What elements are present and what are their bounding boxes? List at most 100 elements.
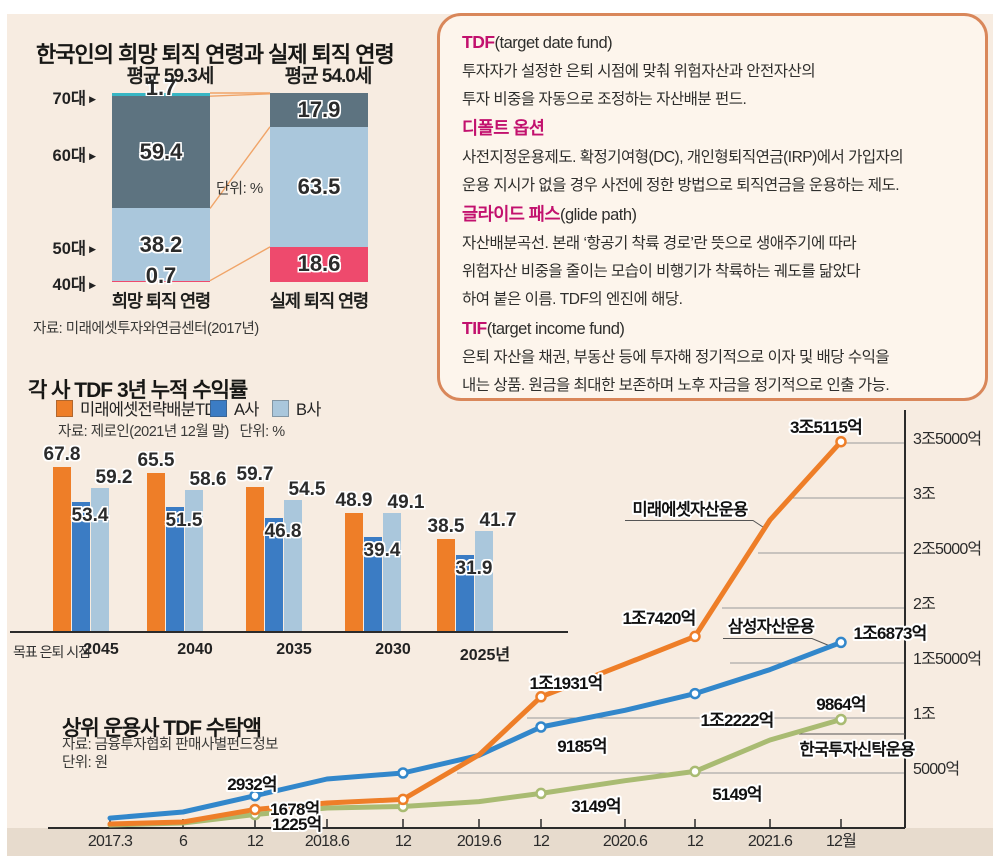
segment-value-label: 17.9 [297, 96, 341, 122]
glossary-entry-term: 디폴트 옵션 [462, 114, 965, 144]
returns-bar [246, 486, 264, 633]
age-axis-label: 70대 ▶ [52, 89, 96, 108]
glossary-entry-term: 글라이드 패스(glide path) [462, 200, 965, 230]
returns-bar [364, 536, 382, 633]
age-axis-arrow-icon: ▶ [89, 151, 96, 162]
returns-bar [383, 512, 401, 633]
legend-swatch-blue [210, 399, 227, 417]
returns-value-label: 31.9 [455, 557, 493, 579]
glossary-box: TDF(target date fund) 투자자가 설정한 은퇴 시점에 맞춰 … [437, 13, 988, 401]
age-axis-label: 60대 ▶ [52, 147, 96, 166]
stacked-bar-segment [112, 280, 210, 282]
glossary-definition-line: 운용 지시가 없을 경우 사전에 정한 방법으로 퇴직연금을 운용하는 제도. [462, 177, 900, 194]
returns-bar [72, 502, 90, 633]
returns-value-label: 41.7 [479, 509, 517, 531]
actual-average-label: 평균 54.0세 [284, 66, 373, 87]
glossary-definition-line: 사전지정운용제도. 확정기여형(DC), 개인형퇴직연금(IRP)에서 가입자의 [462, 149, 904, 166]
returns-x-caption: 목표 은퇴 시점 [13, 644, 91, 660]
returns-bar [166, 506, 184, 633]
returns-bar [91, 488, 109, 633]
glossary-term: 디폴트 옵션 [462, 118, 545, 138]
returns-category-label: 2025년 [459, 647, 511, 664]
returns-value-label: 59.2 [95, 467, 133, 489]
returns-value-label: 51.5 [165, 509, 203, 531]
retirement-chart-title: 한국인의 희망 퇴직 연령과 실제 퇴직 연령 [36, 41, 395, 67]
segment-value-label: 63.5 [297, 173, 341, 199]
glossary-definition-line: 은퇴 자산을 채권, 부동산 등에 투자해 정기적으로 이자 및 배당 수익을 [462, 349, 890, 366]
glossary-term-suffix: (glide path) [559, 206, 637, 224]
glossary-definition-line: 위험자산 비중을 줄이는 모습이 비행기가 착륙하는 궤도를 닮았다 [462, 263, 861, 280]
wish-average-label: 평균 59.3세 [126, 66, 215, 87]
glossary-term-suffix: (target date fund) [494, 34, 613, 52]
age-axis-arrow-icon: ▶ [89, 243, 96, 254]
retirement-source: 자료: 미래에셋투자와연금센터(2017년) [33, 321, 259, 337]
glossary-entry-term: TIF(target income fund) [462, 314, 965, 344]
returns-bar [456, 554, 474, 633]
returns-bar [147, 472, 165, 633]
returns-value-label: 48.9 [335, 490, 373, 512]
segment-value-label: 18.6 [297, 251, 341, 277]
returns-bar [437, 538, 455, 633]
returns-source: 자료: 제로인(2021년 12월 말) 단위: % [58, 420, 285, 441]
returns-category-label: 2030 [375, 641, 411, 658]
age-axis-arrow-icon: ▶ [89, 280, 96, 291]
segment-value-label: 0.7 [145, 262, 177, 288]
glossary-definition-line: 자산배분곡선. 본래 ‘항공기 착륙 경로’란 뜻으로 생애주기에 따라 [462, 235, 857, 252]
legend-label: A사 [234, 401, 259, 419]
age-axis-arrow-icon: ▶ [89, 93, 96, 104]
glossary-term: TDF [462, 32, 495, 52]
segment-value-label: 38.2 [139, 231, 183, 257]
returns-value-label: 58.6 [189, 468, 227, 490]
wish-bar-label: 희망 퇴직 연령 [111, 291, 211, 311]
returns-value-label: 54.5 [288, 478, 326, 500]
glossary-entry-term: TDF(target date fund) [462, 28, 965, 58]
returns-unit-text: 단위: % [239, 424, 285, 440]
age-axis-label: 40대 ▶ [52, 276, 96, 295]
segment-value-label: 59.4 [139, 139, 183, 165]
returns-bar [284, 499, 302, 633]
aum-source: 자료: 금융투자협회 판매사별펀드정보 [62, 737, 279, 753]
returns-category-label: 2045 [83, 641, 119, 658]
returns-bar [265, 518, 283, 633]
returns-bar [53, 467, 71, 633]
returns-bar [185, 489, 203, 633]
legend-swatch-orange [56, 399, 73, 417]
returns-category-label: 2035 [276, 641, 312, 658]
returns-bar [345, 513, 363, 633]
glossary-term: 글라이드 패스 [462, 204, 560, 224]
returns-value-label: 67.8 [43, 444, 81, 466]
returns-baseline [10, 631, 568, 633]
glossary-definition-line: 투자 비중을 자동으로 조정하는 자산배분 펀드. [462, 91, 747, 108]
returns-value-label: 39.4 [363, 539, 401, 561]
stacked-bar-segment [112, 93, 210, 97]
legend-item-a: A사 [210, 396, 259, 420]
returns-value-label: 38.5 [427, 515, 465, 537]
stacked-bar-segment [270, 126, 368, 247]
legend-swatch-lightblue [272, 399, 289, 417]
glossary-definition-line: 하여 붙은 이름. TDF의 엔진에 해당. [462, 291, 683, 308]
glossary-definition-line: 내는 상품. 원금을 최대한 보존하며 노후 자금을 정기적으로 인출 가능. [462, 377, 890, 394]
x-axis-label-strip [7, 828, 993, 856]
legend-item-b: B사 [272, 396, 321, 420]
legend-label: 미래에셋전략배분TDF [80, 401, 226, 419]
age-axis-label: 50대 ▶ [52, 239, 96, 258]
returns-value-label: 65.5 [137, 449, 175, 471]
stacked-bar-segment [112, 208, 210, 281]
stacked-bar-segment [270, 93, 368, 127]
returns-value-label: 49.1 [387, 491, 425, 513]
segment-value-label: 1.7 [145, 75, 177, 100]
returns-value-label: 46.8 [264, 521, 302, 543]
aum-chart-title: 상위 운용사 TDF 수탁액 [62, 717, 262, 741]
returns-value-label: 59.7 [236, 463, 274, 485]
legend-item-mirae: 미래에셋전략배분TDF [56, 396, 226, 420]
actual-bar-label: 실제 퇴직 연령 [269, 291, 369, 311]
stacked-bar-segment [112, 96, 210, 209]
aum-unit: 단위: 원 [62, 755, 108, 771]
glossary-term-suffix: (target income fund) [486, 320, 625, 338]
stacked-bar-segment [270, 246, 368, 282]
returns-category-label: 2040 [177, 641, 213, 658]
returns-value-label: 53.4 [71, 505, 109, 527]
returns-bar [475, 530, 493, 633]
glossary-term: TIF [462, 318, 487, 338]
